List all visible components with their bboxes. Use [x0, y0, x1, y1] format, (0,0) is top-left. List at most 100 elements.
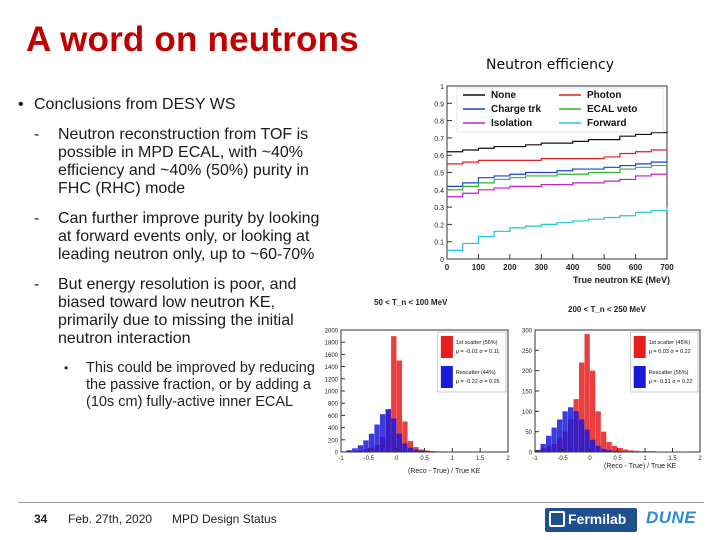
y-tick-label: 1400: [325, 365, 339, 371]
x-tick-label: 300: [535, 263, 549, 272]
sub-bullet-item: - Can further improve purity by looking …: [12, 210, 330, 264]
fermilab-wordmark: Fermilab: [568, 511, 626, 527]
hist-bar: [369, 434, 374, 452]
footer-divider: [18, 502, 704, 503]
hist-panel-high: 200 < T_n < 250 MeV 0 50 100 150 200 250 300 -1…: [508, 290, 708, 480]
hist-bar: [408, 448, 413, 452]
hist-bar: [402, 443, 407, 452]
hist-title: 200 < T_n < 250 MeV: [568, 305, 646, 314]
legend-swatch: [441, 336, 453, 358]
y-tick-label: 0.5: [434, 171, 444, 178]
hist-bar: [645, 451, 656, 452]
x-tick-label: -1: [338, 456, 344, 462]
y-tick-label: 0: [440, 257, 444, 264]
hist-bar: [425, 451, 430, 452]
sub-bullet-text: Neutron reconstruction from TOF is possi…: [58, 126, 309, 197]
y-tick-label: 0.7: [434, 136, 444, 143]
y-tick-label: 0.4: [434, 188, 444, 195]
hist-bar: [612, 451, 617, 452]
sub-sub-bullet-item: • This could be improved by reducing the…: [12, 360, 330, 411]
chart-title: Neutron efficiency: [486, 57, 614, 73]
hist-bar: [374, 425, 379, 452]
hist-bar: [546, 436, 551, 452]
hist-bar: [391, 418, 396, 452]
hist-bar: [430, 451, 435, 452]
legend-label: Rescatter (55%): [649, 370, 689, 376]
sub-bullet-item: - Neutron reconstruction from TOF is pos…: [12, 126, 330, 198]
x-tick-label: 0: [445, 263, 450, 272]
bullet-dot-icon: •: [64, 360, 68, 377]
y-tick-label: 0.6: [434, 153, 444, 160]
x-axis-label: (Reco - True) / True KE: [604, 463, 677, 470]
legend-label: Rescatter (44%): [456, 370, 496, 376]
slide-title: A word on neutrons: [26, 20, 359, 60]
dash-icon: -: [34, 276, 39, 294]
hist-bar: [585, 430, 590, 452]
footer-event: MPD Design Status: [172, 512, 277, 526]
hist-bar: [590, 440, 595, 452]
hist-title: 50 < T_n < 100 MeV: [374, 298, 448, 307]
y-tick-label: 1000: [325, 390, 339, 396]
legend-swatch: [634, 336, 646, 358]
hist-bar: [568, 407, 573, 452]
legend-label: 1st scatter (56%): [456, 340, 498, 346]
page-number: 34: [34, 512, 47, 526]
y-tick-label: 0.3: [434, 205, 444, 212]
legend-label: Forward: [587, 118, 626, 129]
x-axis-label: (Reco - True) / True KE: [408, 468, 481, 475]
hist-bar: [601, 449, 606, 452]
fermilab-logo: Fermilab: [545, 508, 637, 532]
hist-bar: [607, 450, 612, 452]
y-tick-label: 1800: [325, 341, 339, 347]
dash-icon: -: [34, 126, 39, 144]
bullet-list: • Conclusions from DESY WS - Neutron rec…: [12, 96, 330, 411]
hist-bar: [413, 450, 418, 452]
y-tick-label: 0.2: [434, 222, 444, 229]
histogram-high: 200 < T_n < 250 MeV 0 50 100 150 200 250 300 -1…: [508, 290, 708, 480]
hist-bar: [596, 446, 601, 452]
hist-bar: [574, 411, 579, 452]
footer-date: Feb. 27th, 2020: [68, 512, 152, 526]
legend-stats: μ = -0.01 σ = 0.11: [456, 349, 499, 355]
y-tick-label: 600: [328, 414, 339, 420]
hist-bar: [579, 419, 584, 452]
y-tick-label: 50: [525, 430, 532, 436]
x-tick-label: -0.5: [364, 456, 375, 462]
bullet-item: • Conclusions from DESY WS: [12, 96, 330, 114]
hist-bar: [590, 371, 595, 452]
x-tick-label: 1.5: [668, 456, 677, 462]
x-tick-label: 0.5: [613, 456, 622, 462]
y-tick-label: 200: [522, 369, 533, 375]
legend-swatch: [634, 366, 646, 388]
sub-bullet-text: But energy resolution is poor, and biase…: [58, 276, 296, 347]
bullet-dot-icon: •: [18, 96, 24, 114]
x-tick-label: 0: [395, 456, 399, 462]
hist-bar: [563, 411, 568, 452]
hist-bar: [618, 451, 623, 452]
legend-label: 1st scatter (45%): [649, 340, 691, 346]
legend-stats: μ = -0.22 σ = 0.26: [456, 379, 500, 385]
hist-bar: [358, 445, 363, 452]
hist-bar: [419, 450, 424, 452]
hist-bar: [386, 409, 391, 452]
hist-panel-low: 50 < T_n < 100 MeV 0 200 400 600 800 1000 1200…: [312, 290, 512, 480]
legend-label: None: [491, 90, 516, 101]
sub-bullet-item: - But energy resolution is poor, and bia…: [12, 276, 330, 348]
x-tick-label: 1: [451, 456, 455, 462]
dune-logo: DUNE: [646, 508, 696, 528]
x-tick-label: 100: [472, 263, 486, 272]
efficiency-chart: 00.10.20.30.40.50.60.70.80.910 100 200 300 4…: [420, 78, 680, 293]
x-tick-label: 600: [629, 263, 643, 272]
y-tick-label: 300: [522, 329, 533, 335]
y-tick-label: 1600: [325, 353, 339, 359]
hist-bar: [380, 414, 385, 452]
hist-bar: [557, 419, 562, 452]
legend-stats: μ = 0.03 σ = 0.22: [649, 349, 691, 355]
x-tick-label: 400: [566, 263, 580, 272]
y-tick-label: 200: [328, 438, 339, 444]
hist-bar: [552, 428, 557, 452]
hist-bar: [352, 448, 357, 452]
legend-swatch: [441, 366, 453, 388]
dash-icon: -: [34, 210, 39, 228]
x-tick-label: -1: [532, 456, 538, 462]
